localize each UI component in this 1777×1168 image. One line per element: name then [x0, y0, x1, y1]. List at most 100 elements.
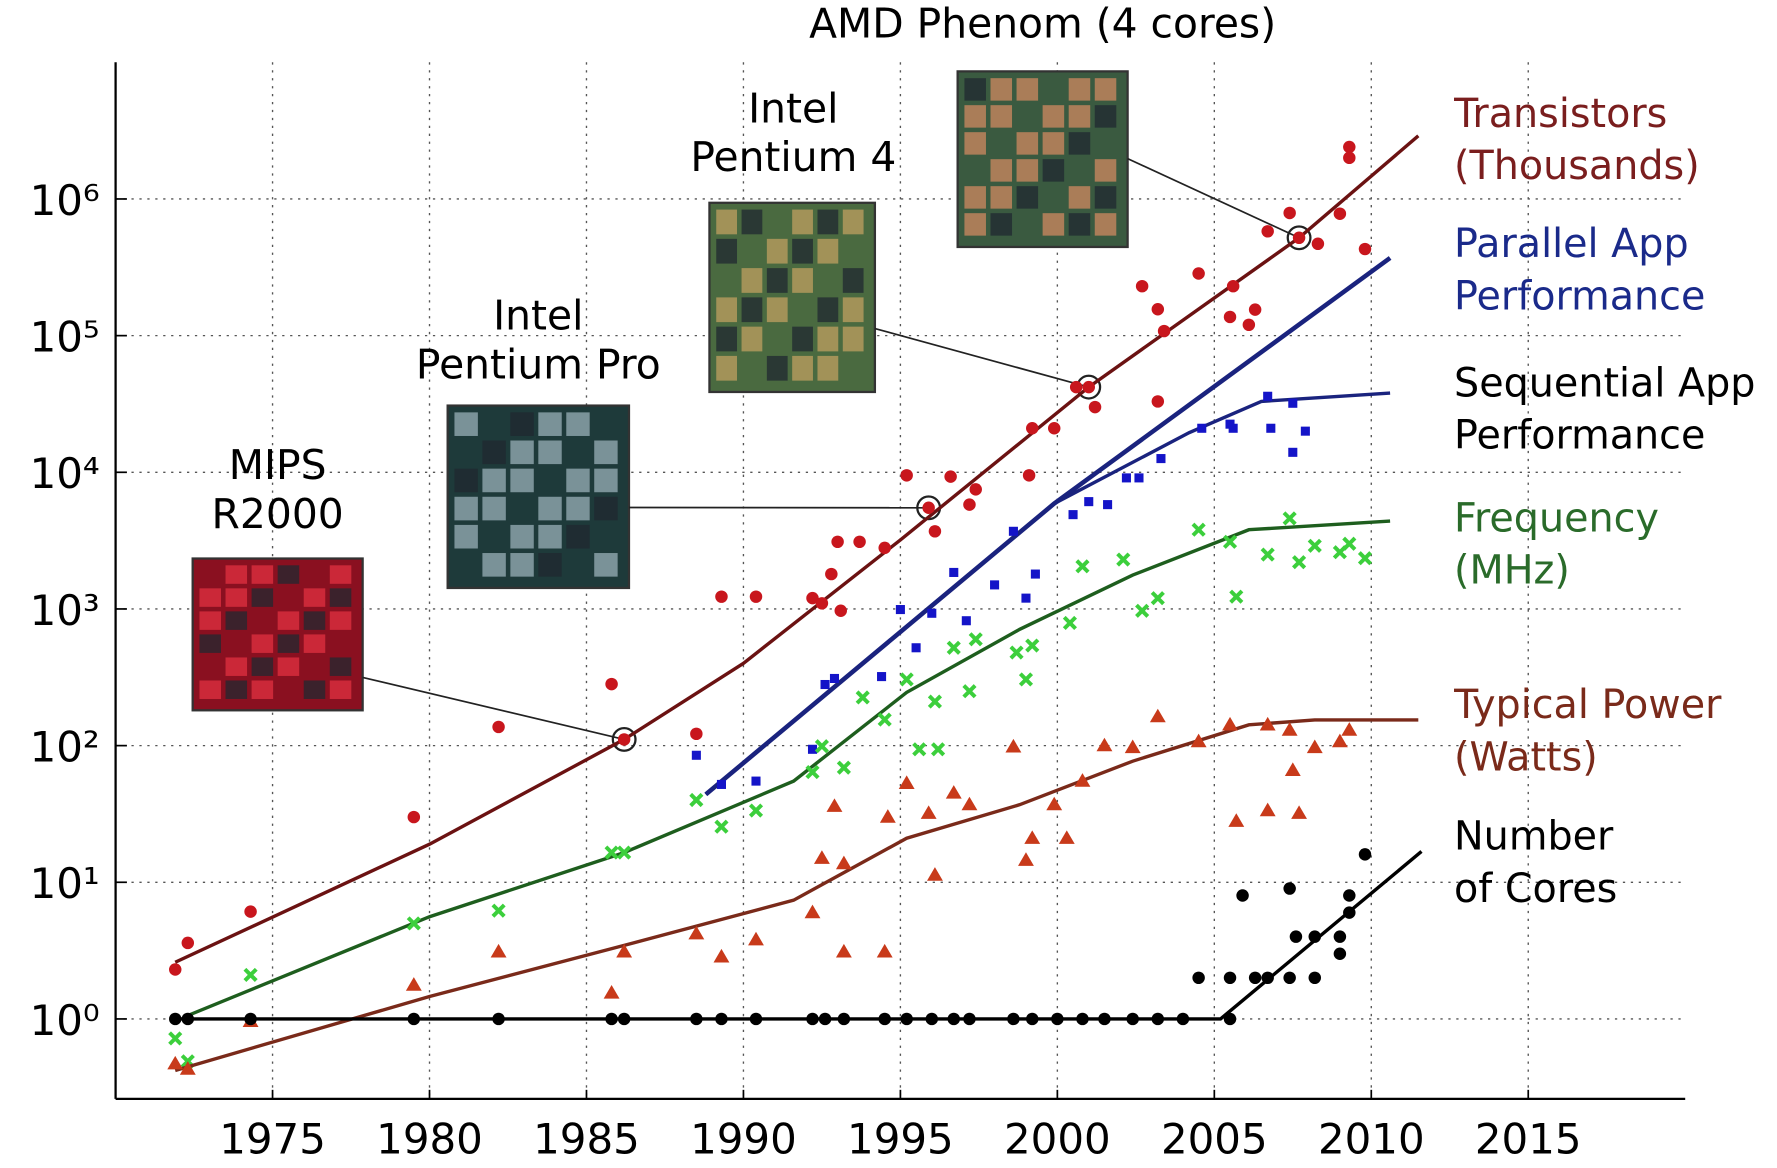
point: [1151, 395, 1165, 408]
chip-detail: [225, 611, 248, 630]
point: [1229, 589, 1244, 604]
point: [961, 796, 978, 811]
chip-detail: [716, 238, 738, 264]
point: [179, 1061, 196, 1075]
point: [1062, 615, 1077, 631]
chip-detail: [303, 634, 326, 653]
point: [1248, 971, 1262, 985]
chip-detail: [1016, 78, 1039, 101]
chip-detail: [1094, 186, 1117, 209]
point: [1333, 930, 1347, 943]
annotation-label: Intel Pentium Pro: [415, 293, 661, 389]
chip-detail: [199, 611, 221, 630]
chip-detail: [329, 588, 352, 607]
point: [1151, 1012, 1165, 1026]
chip-detail: [842, 326, 864, 352]
point: [831, 535, 844, 549]
x-tick-label: 1980: [376, 1114, 483, 1163]
point: [876, 943, 893, 958]
point: [605, 1012, 618, 1026]
y-tick-label: 10³: [30, 586, 100, 635]
chip-detail: [510, 412, 534, 436]
point: [1046, 796, 1063, 811]
chip-detail: [329, 611, 352, 630]
point: [911, 643, 921, 653]
point: [1291, 805, 1308, 819]
chip-detail: [817, 297, 839, 323]
point: [818, 1012, 832, 1026]
chip-detail: [741, 297, 763, 323]
point: [1009, 645, 1024, 660]
point: [689, 792, 704, 808]
chip-detail: [990, 186, 1013, 209]
point: [855, 690, 870, 705]
point: [1357, 551, 1373, 566]
chip-detail: [842, 297, 864, 323]
point: [804, 904, 821, 919]
point: [1292, 231, 1306, 245]
annotation-label-box: Intel Pentium Pro: [415, 293, 661, 389]
legend-label-box: Parallel App Performance: [1454, 222, 1706, 320]
point: [751, 776, 761, 786]
point: [1018, 672, 1034, 687]
chip-detail: [716, 355, 738, 381]
point: [1292, 555, 1307, 570]
chip-detail: [199, 680, 221, 699]
chip-detail: [741, 209, 763, 235]
chip-detail: [990, 78, 1013, 101]
point: [1191, 522, 1206, 537]
point: [1157, 324, 1171, 338]
chip-images: [191, 70, 1129, 712]
point: [899, 672, 914, 687]
chip-detail: [225, 565, 248, 584]
point: [1248, 303, 1262, 316]
point: [714, 819, 729, 834]
point: [406, 916, 421, 931]
chip-detail: [538, 440, 562, 465]
chip-detail: [964, 186, 986, 209]
grid: [115, 62, 1686, 1099]
chip-detail: [766, 355, 788, 381]
chip-detail: [225, 680, 248, 699]
point: [1150, 591, 1165, 606]
legend-label: Parallel App Performance: [1454, 222, 1706, 320]
chip-detail: [303, 680, 326, 699]
point: [835, 943, 852, 958]
point: [1082, 380, 1095, 394]
point: [814, 739, 829, 754]
point: [407, 810, 421, 824]
point: [181, 936, 195, 950]
chip-detail: [842, 209, 864, 235]
chip-detail: [510, 468, 534, 493]
point: [825, 567, 838, 581]
point: [1341, 722, 1358, 736]
legend-label: Frequency (MHz): [1454, 496, 1659, 594]
point: [690, 1012, 703, 1026]
point: [1228, 813, 1245, 827]
point: [829, 673, 840, 684]
point: [690, 727, 703, 741]
chip-detail: [594, 440, 618, 465]
point: [1116, 552, 1131, 567]
annotation-label: MIPS R2000: [211, 442, 344, 539]
point: [1282, 511, 1297, 526]
point: [1266, 423, 1276, 433]
chip-detail: [199, 588, 221, 607]
chip-detail: [199, 634, 221, 653]
chip-detail: [482, 468, 506, 493]
chip-detail: [1068, 105, 1091, 128]
point: [1088, 400, 1102, 414]
y-tick-label: 10⁶: [30, 176, 100, 225]
chip-detail: [251, 680, 274, 699]
point: [1026, 1012, 1039, 1026]
point: [1223, 310, 1237, 324]
point: [1096, 737, 1113, 752]
point: [1126, 1012, 1139, 1026]
chip-detail: [566, 412, 590, 436]
chip-detail: [716, 326, 738, 352]
chip-detail: [454, 412, 478, 436]
legend-label-box: Typical Power (Watts): [1454, 683, 1721, 780]
point: [1300, 426, 1310, 436]
point: [815, 597, 829, 610]
point: [1342, 536, 1357, 551]
